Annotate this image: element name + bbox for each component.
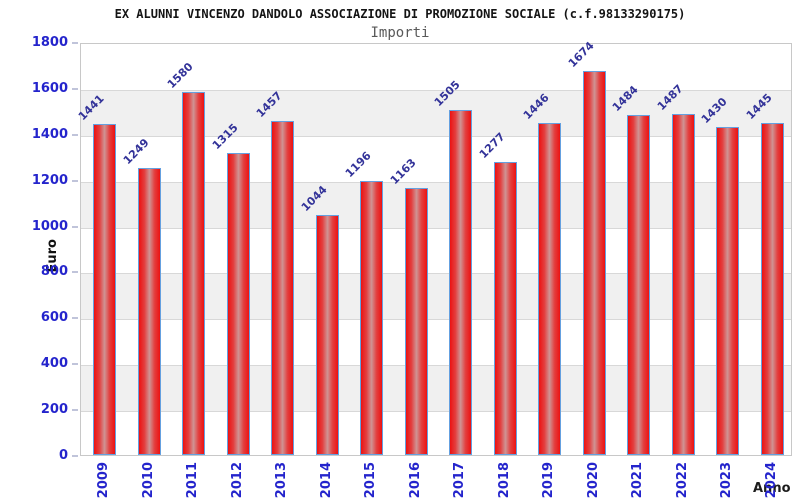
x-tick-label-2009: 2009	[96, 462, 111, 499]
bar-2020	[582, 70, 606, 455]
chart-subtitle: Importi	[370, 25, 430, 41]
y-tick-label: 1200	[31, 172, 68, 188]
bar-2021	[627, 114, 650, 455]
y-tick-label: 0	[58, 448, 68, 463]
plot-band	[81, 44, 791, 90]
y-tick-mark	[72, 363, 78, 366]
y-tick-mark	[72, 87, 78, 90]
x-tick-label-2022: 2022	[674, 462, 690, 499]
bar-2017	[449, 109, 472, 455]
x-tick-label-2013: 2013	[274, 462, 289, 499]
bar-2023	[716, 126, 739, 455]
y-tick-label: 600	[40, 310, 68, 326]
y-tick-label: 200	[40, 402, 68, 418]
x-tick-label-2024: 2024	[763, 462, 779, 499]
bar-2024	[760, 123, 784, 455]
bar-2018	[493, 162, 517, 455]
x-tick-label-2023: 2023	[719, 462, 734, 499]
gridline	[81, 135, 791, 137]
chart-title: EX ALUNNI VINCENZO DANDOLO ASSOCIAZIONE …	[114, 7, 686, 21]
x-tick-label-2020: 2020	[585, 462, 601, 499]
bar-2012	[226, 153, 250, 455]
bar-2014	[315, 215, 339, 455]
y-tick-label: 1000	[31, 218, 68, 234]
bar-2011	[182, 92, 205, 455]
x-tick-label-2016: 2016	[407, 462, 423, 499]
y-tick-mark	[72, 271, 78, 274]
y-tick-label: 1400	[31, 126, 68, 142]
x-tick-label-2010: 2010	[140, 462, 156, 499]
gridline	[81, 227, 791, 229]
y-tick-mark	[72, 179, 78, 182]
bar-2015	[360, 180, 383, 455]
plot-area	[80, 43, 792, 456]
gridline	[81, 365, 791, 367]
bar-2013	[271, 120, 294, 455]
gridline	[81, 411, 791, 413]
x-axis-label: Anno	[753, 481, 791, 496]
bar-2022	[671, 113, 695, 455]
bar-2010	[137, 168, 161, 455]
gridline	[81, 89, 791, 91]
x-tick-label-2021: 2021	[630, 462, 645, 499]
gridline	[81, 273, 791, 275]
y-tick-label: 1800	[31, 35, 68, 50]
y-tick-label: 800	[40, 264, 68, 280]
x-tick-label-2019: 2019	[541, 462, 556, 499]
y-tick-mark	[72, 317, 78, 320]
x-tick-label-2012: 2012	[229, 462, 245, 499]
x-tick-label-2014: 2014	[318, 462, 334, 499]
x-tick-label-2011: 2011	[185, 462, 200, 499]
y-tick-mark	[72, 42, 78, 44]
bar-2016	[404, 188, 428, 455]
y-tick-label: 400	[40, 356, 68, 372]
y-tick-mark	[72, 455, 78, 457]
y-tick-mark	[72, 225, 78, 228]
x-tick-label-2018: 2018	[496, 462, 512, 499]
y-tick-label: 1600	[31, 80, 68, 96]
bar-2009	[93, 124, 116, 455]
y-tick-mark	[72, 409, 78, 412]
x-tick-label-2015: 2015	[363, 462, 378, 499]
gridline	[81, 181, 791, 183]
x-tick-label-2017: 2017	[452, 462, 467, 499]
y-tick-mark	[72, 133, 78, 136]
bar-2019	[538, 123, 561, 455]
gridline	[81, 319, 791, 321]
